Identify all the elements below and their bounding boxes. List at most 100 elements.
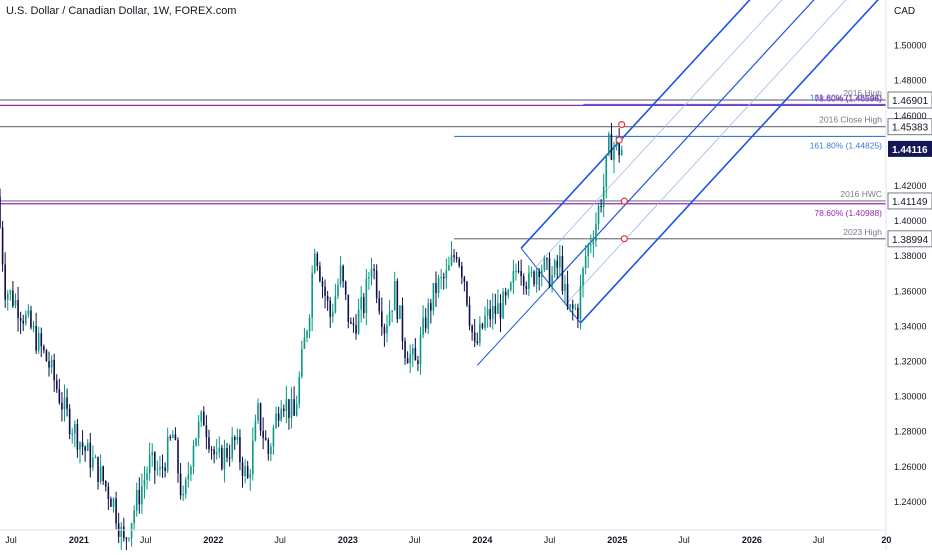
candle-body (391, 310, 393, 312)
candle-body (156, 469, 159, 471)
candle-body (618, 136, 620, 156)
candle-body (200, 411, 203, 422)
candle-body (135, 489, 138, 511)
time-tick-label: Jul (544, 535, 556, 545)
candle-body (215, 452, 218, 455)
candle-body (577, 307, 579, 319)
candle-body (102, 466, 104, 482)
price-tick-label: 1.38000 (894, 251, 927, 261)
time-tick-label: Jul (813, 535, 825, 545)
candle-body (97, 456, 99, 483)
level-price-label: 1.45383 (892, 123, 929, 134)
candle-body (53, 359, 55, 381)
time-tick-label: 2026 (742, 535, 762, 545)
time-tick-label: Jul (409, 535, 421, 545)
candle-body (517, 271, 520, 273)
candle-body (620, 149, 623, 156)
candle-body (440, 276, 442, 278)
price-tick-label: 1.50000 (894, 41, 927, 51)
candle-body (275, 413, 277, 428)
candle-body (61, 402, 63, 410)
currency-label[interactable]: CAD (894, 6, 916, 17)
candle-body (401, 305, 404, 342)
candle-body (528, 273, 530, 289)
level-price-label: 1.46901 (892, 96, 929, 107)
candle-body (239, 437, 241, 463)
touch-marker (620, 197, 628, 205)
candle-body (589, 244, 592, 246)
price-axis[interactable]: 1.24000 1.26000 1.28000 1.30000 1.32000 1.340… (894, 41, 927, 507)
candle-body (515, 271, 517, 273)
candle-body (347, 294, 350, 322)
candle-body (504, 291, 507, 296)
candle-body (383, 327, 386, 334)
candle-body (571, 304, 574, 309)
candle-body (381, 311, 383, 328)
candle-body (1, 227, 4, 265)
candle-body (321, 281, 324, 287)
candle-body (24, 314, 27, 324)
candle-body (12, 290, 14, 306)
candle-body (50, 359, 53, 368)
level-line-label: 78.60% (1.40988) (814, 208, 882, 218)
time-tick-label: 2025 (607, 535, 627, 545)
candle-body (316, 253, 319, 267)
level-price-badge (887, 192, 932, 210)
candle-body (14, 300, 17, 306)
candle-body (453, 255, 455, 258)
candle-body (308, 317, 311, 332)
candle-body (92, 457, 94, 468)
candle-body (597, 205, 600, 224)
pitchfork-handle (476, 285, 552, 366)
candle-body (373, 269, 375, 271)
touch-marker (620, 235, 628, 243)
candle-body (221, 447, 223, 469)
candle-body (602, 186, 605, 207)
candle-body (362, 297, 365, 313)
candle-body (600, 205, 602, 207)
time-tick-label: 2021 (69, 535, 89, 545)
candle-body (35, 325, 37, 351)
level-price-badge (887, 118, 932, 136)
time-axis[interactable]: Jul 2021 Jul 2022 Jul 2023 Jul 2024 Jul 2025 Jul 20… (5, 535, 891, 545)
candle-body (218, 447, 221, 453)
candle-body (301, 348, 303, 377)
candle-body (507, 290, 510, 296)
candle-body (406, 358, 409, 364)
candle-body (432, 283, 435, 311)
candle-body (525, 285, 528, 289)
touch-marker (618, 121, 626, 129)
candle-body (89, 442, 92, 468)
level-price-label: 1.41149 (892, 197, 928, 208)
candle-body (466, 281, 468, 305)
candle-body (533, 271, 535, 285)
candle-body (277, 413, 280, 421)
pitchfork-channel (476, 0, 879, 366)
candle-body (233, 437, 236, 440)
candle-body (71, 433, 74, 435)
candle-body (128, 538, 130, 540)
candle-body (414, 348, 417, 361)
candle-body (262, 431, 264, 438)
candle-body (378, 297, 381, 312)
candle-body (197, 421, 200, 439)
price-tick-label: 1.46000 (894, 111, 927, 121)
candle-body (295, 404, 298, 416)
candle-body (476, 341, 479, 344)
candle-body (608, 134, 610, 155)
candle-body (252, 440, 254, 475)
candle-body (79, 442, 81, 450)
candle-body (174, 434, 177, 440)
candle-body (584, 256, 587, 269)
level-price-label: 1.38994 (892, 235, 929, 246)
candlesticks (0, 122, 623, 552)
time-tick-label: 2024 (472, 535, 492, 545)
time-tick-label: Jul (5, 535, 17, 545)
candle-body (182, 493, 184, 496)
candle-body (99, 466, 102, 483)
candle-body (437, 277, 440, 294)
candle-body (458, 259, 461, 266)
candle-body (486, 309, 489, 316)
candle-body (107, 486, 110, 499)
